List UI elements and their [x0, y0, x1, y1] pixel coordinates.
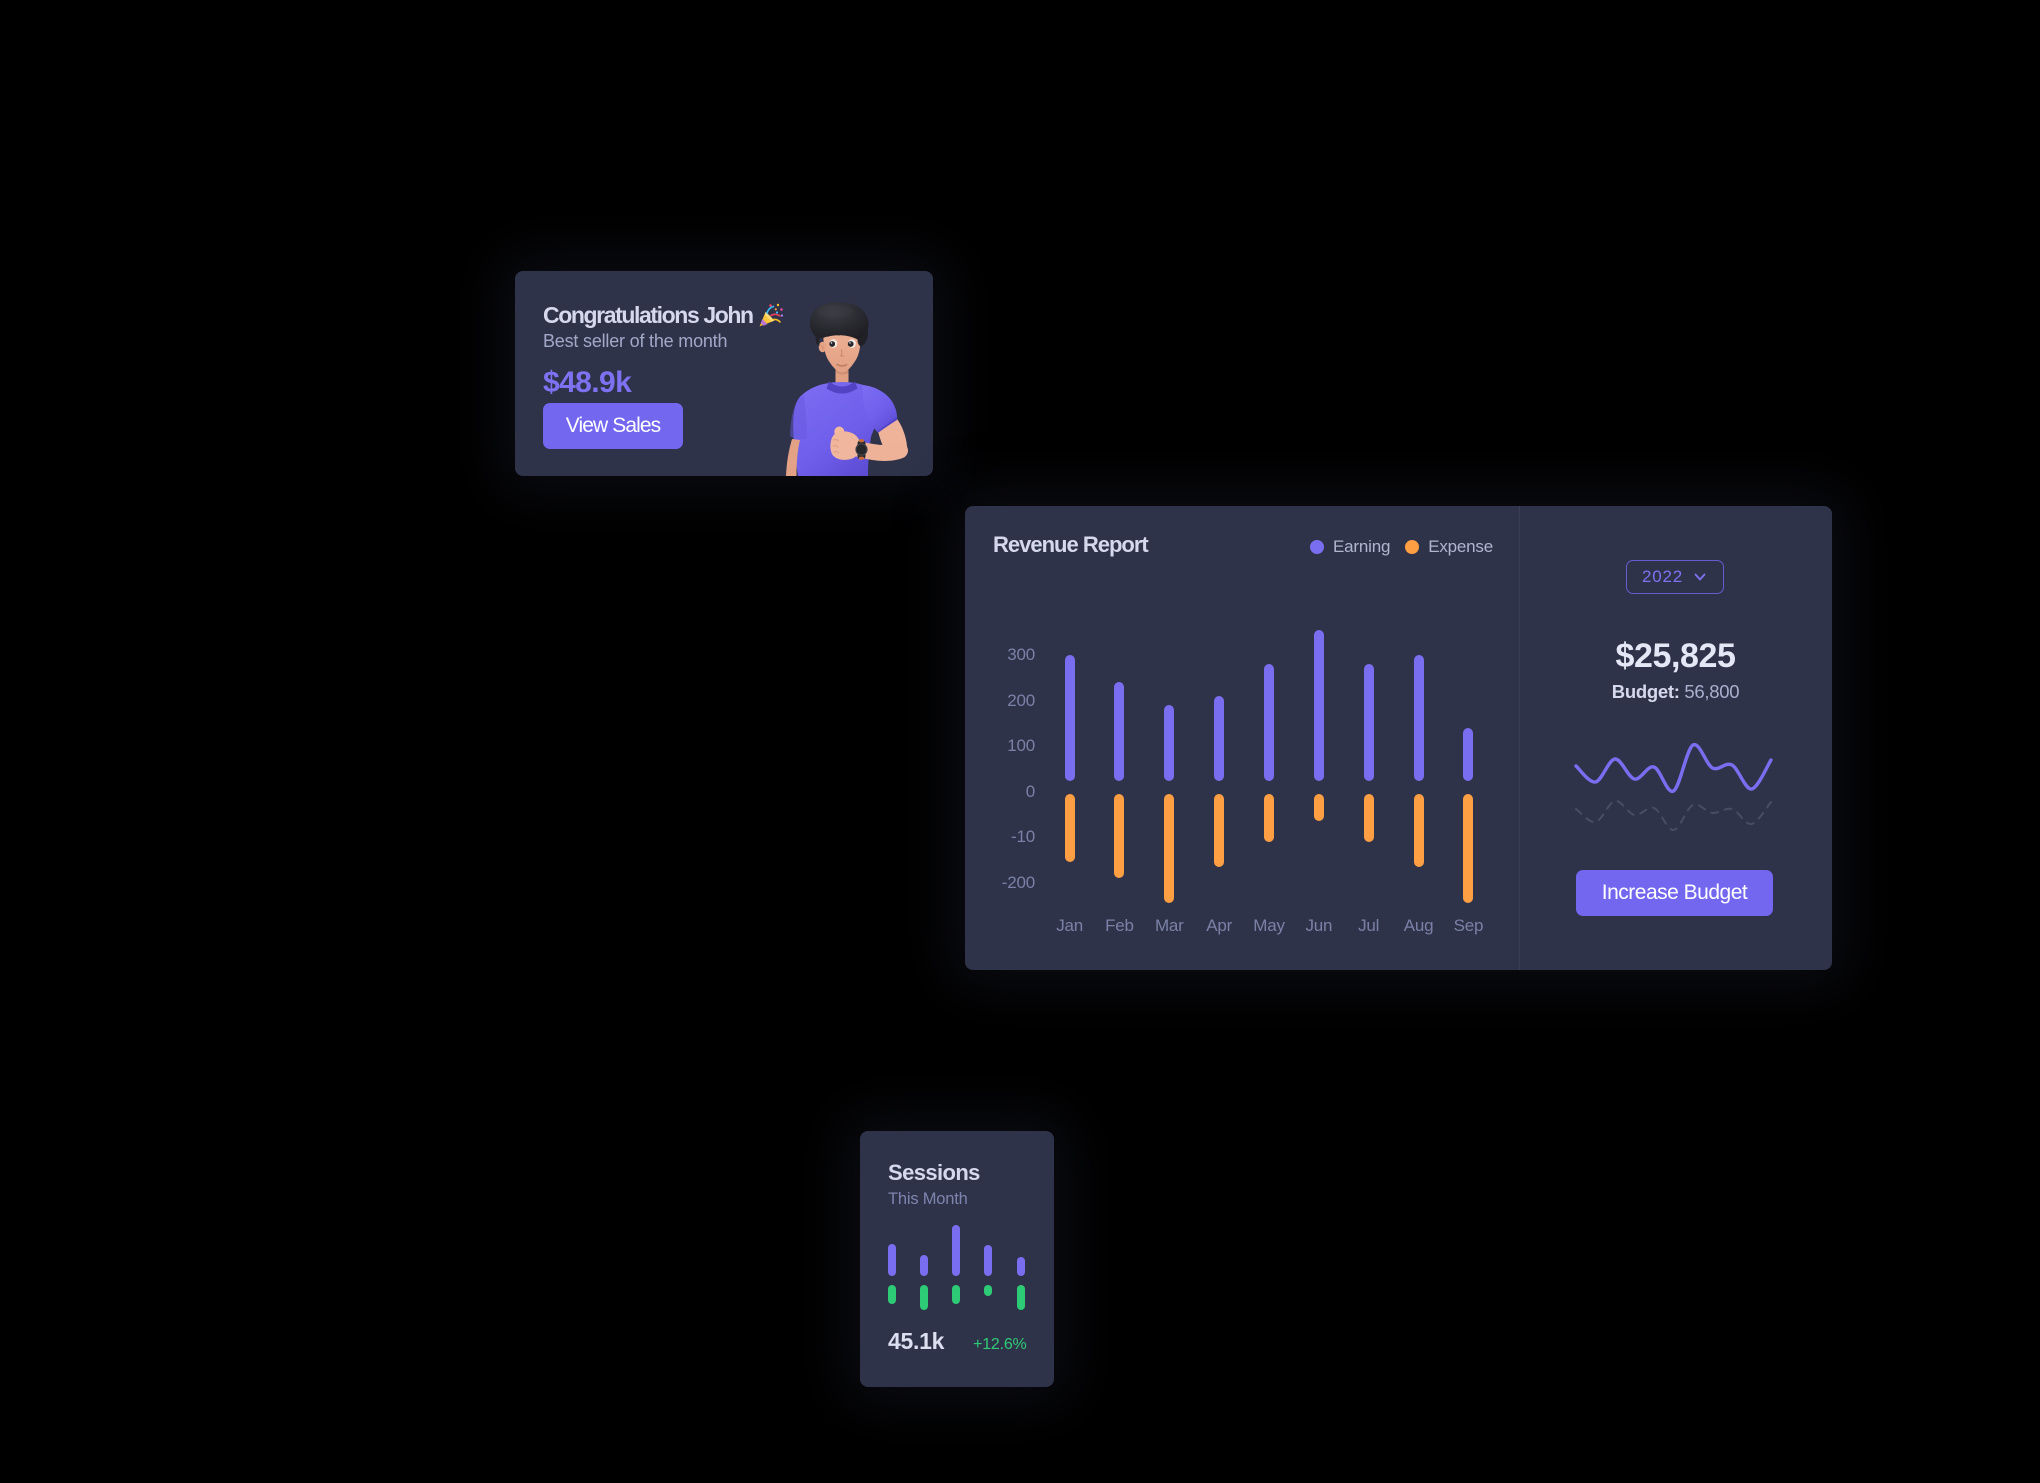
sparkline-solid	[1574, 743, 1773, 793]
x-tick-label: Mar	[1154, 916, 1184, 935]
year-select-value: 2022	[1641, 567, 1684, 586]
sessions-bar-down-4	[984, 1284, 993, 1297]
x-tick-label: Jul	[1358, 916, 1380, 935]
sessions-bar-down-3	[952, 1284, 961, 1304]
sessions-subtitle: This Month	[888, 1190, 968, 1208]
bar-expense-apr	[1214, 794, 1225, 867]
x-tick-label: Jan	[1056, 916, 1083, 935]
sessions-delta: +12.6%	[973, 1336, 1027, 1353]
party-popper-icon	[759, 303, 783, 327]
y-tick-label: 300	[1007, 645, 1035, 665]
bar-earning-apr	[1214, 696, 1225, 781]
revenue-legend: Earning Expense	[1310, 537, 1493, 557]
x-tick-label: Jun	[1305, 916, 1333, 935]
budget-sparkline-chart	[1574, 743, 1773, 831]
revenue-budget-pane	[1519, 506, 1832, 970]
legend-label-expense: Expense	[1428, 537, 1493, 556]
congratulations-card: Congratulations John	[515, 271, 933, 476]
sessions-bar-up-1	[887, 1244, 896, 1276]
bar-earning-may	[1264, 664, 1274, 781]
sessions-bar-down-2	[920, 1284, 928, 1311]
y-tick-label: 200	[1007, 690, 1035, 710]
sessions-title: Sessions	[888, 1160, 980, 1185]
sessions-mini-chart	[860, 1131, 1054, 1387]
bar-expense-aug	[1413, 794, 1424, 867]
bar-expense-sep	[1463, 794, 1474, 904]
sessions-bar-up-4	[984, 1245, 993, 1276]
revenue-total: $25,825	[1615, 637, 1736, 675]
sessions-bar-down-1	[887, 1284, 896, 1304]
sessions-bar-up-3	[952, 1225, 961, 1276]
earning-dot-icon	[1310, 540, 1325, 554]
sessions-value-row: 45.1k +12.6%	[888, 1328, 1027, 1356]
revenue-title: Revenue Report	[993, 532, 1149, 557]
bar-expense-feb	[1114, 794, 1125, 879]
legend-item-earning: Earning	[1310, 537, 1390, 557]
bar-earning-jun	[1313, 629, 1324, 781]
expense-dot-icon	[1405, 540, 1420, 554]
y-tick-label: 100	[1007, 736, 1035, 756]
y-tick-label: -200	[1001, 872, 1035, 892]
increase-budget-button[interactable]: Increase Budget	[1576, 870, 1773, 916]
x-tick-label: May	[1253, 916, 1285, 935]
character-illustration	[786, 302, 908, 476]
budget-line: Budget: 56,800	[1519, 681, 1832, 702]
bar-earning-mar	[1164, 705, 1175, 781]
view-sales-button[interactable]: View Sales	[543, 403, 683, 449]
revenue-chart-pane: Revenue Report Earning Expense 300 200 100…	[965, 506, 1519, 970]
sessions-card: Sessions This Month 45.1k +12.6%	[860, 1131, 1054, 1387]
bar-earning-sep	[1463, 727, 1474, 781]
x-tick-label: Aug	[1403, 916, 1434, 935]
congrats-title: Congratulations John	[543, 302, 784, 329]
bar-expense-jul	[1363, 794, 1374, 842]
bar-expense-may	[1264, 794, 1274, 842]
legend-item-expense: Expense	[1405, 537, 1493, 557]
congrats-amount: $48.9k	[543, 366, 632, 399]
congrats-title-text: Congratulations John	[543, 302, 754, 328]
bar-earning-jan	[1064, 655, 1075, 781]
chevron-down-icon	[1694, 573, 1706, 581]
y-tick-label: 0	[1025, 781, 1035, 801]
congrats-subtitle: Best seller of the month	[543, 331, 728, 351]
x-tick-label: Feb	[1105, 916, 1134, 935]
y-tick-label: -10	[1011, 827, 1035, 847]
budget-value: 56,800	[1684, 681, 1740, 702]
sessions-bar-up-5	[1016, 1257, 1025, 1276]
bar-expense-jan	[1064, 794, 1075, 863]
bar-earning-aug	[1413, 655, 1424, 781]
x-tick-label: Apr	[1206, 916, 1233, 935]
sessions-bar-up-2	[920, 1254, 928, 1276]
revenue-bar-chart: 300 200 100 0 -10 -200 Jan Feb Mar Apr May Jun Jul Au…	[965, 506, 1519, 970]
bar-expense-jun	[1313, 794, 1324, 822]
bar-expense-mar	[1164, 794, 1175, 904]
sessions-value: 45.1k	[888, 1328, 945, 1354]
year-select[interactable]: 2022	[1626, 560, 1724, 594]
sparkline-dashed	[1575, 800, 1772, 831]
sessions-bar-down-5	[1016, 1284, 1025, 1311]
budget-label: Budget:	[1611, 681, 1680, 702]
x-tick-label: Sep	[1453, 916, 1484, 935]
legend-label-earning: Earning	[1333, 537, 1391, 556]
bar-earning-jul	[1363, 664, 1374, 781]
bar-earning-feb	[1114, 682, 1125, 781]
revenue-report-card: Revenue Report Earning Expense 300 200 100…	[965, 506, 1832, 970]
